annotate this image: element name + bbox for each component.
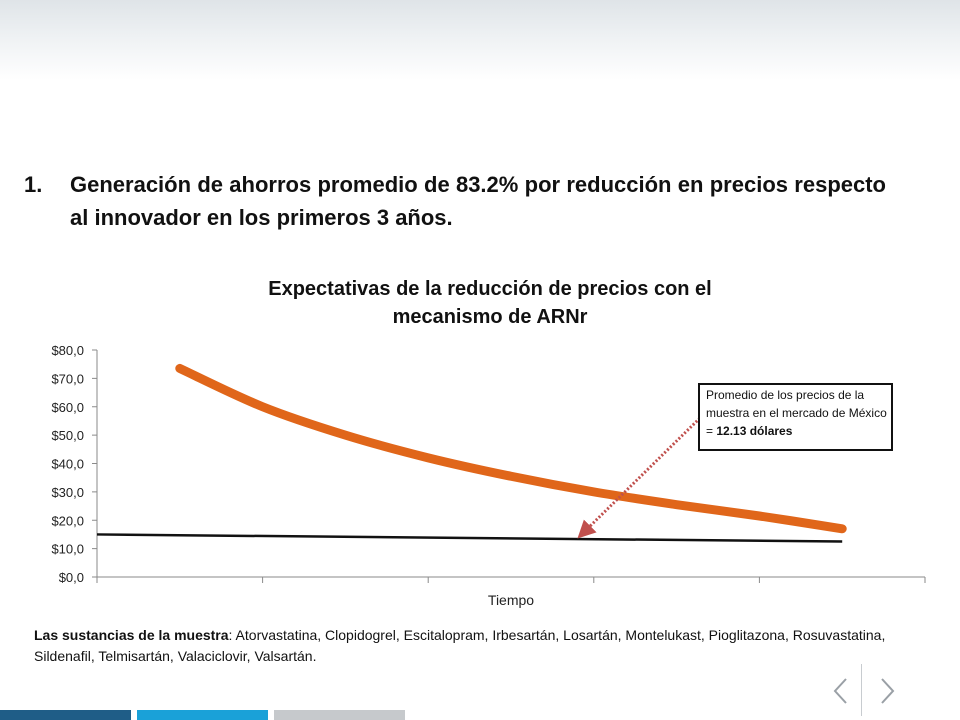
series-layer bbox=[96, 363, 847, 543]
footnote-label: Las sustancias de la muestra bbox=[34, 627, 229, 643]
price-curve-point bbox=[593, 491, 595, 493]
chevron-left-icon bbox=[833, 678, 847, 704]
heading-number: 1. bbox=[24, 172, 43, 197]
nav-divider bbox=[861, 664, 862, 716]
callout-value: 12.13 dólares bbox=[716, 424, 793, 438]
market-average-callout: Promedio de los precios de la muestra en… bbox=[698, 383, 893, 451]
y-tick-label: $70,0 bbox=[51, 371, 84, 386]
callout-text: Promedio de los precios de la muestra en… bbox=[706, 388, 887, 438]
y-tick-label: $20,0 bbox=[51, 513, 84, 528]
sample-substances-note: Las sustancias de la muestra: Atorvastat… bbox=[34, 625, 914, 667]
footer-bar-light-blue bbox=[137, 710, 268, 720]
price-curve-point bbox=[676, 504, 678, 506]
price-curve-point bbox=[179, 367, 181, 369]
price-curve-point bbox=[510, 475, 512, 477]
chart-title: Expectativas de la reducción de precios … bbox=[268, 278, 712, 328]
y-tick-label: $30,0 bbox=[51, 485, 84, 500]
y-axis: $0,0 $10,0 $20,0 $30,0 $40,0 $50,0 $60,0 $70,0 $… bbox=[51, 343, 98, 585]
x-axis-label: Tiempo bbox=[488, 592, 534, 608]
y-tick-label: $0,0 bbox=[59, 570, 84, 585]
x-axis: Tiempo bbox=[96, 576, 926, 608]
y-tick-label: $80,0 bbox=[51, 343, 84, 358]
prev-slide-button[interactable] bbox=[830, 676, 852, 706]
callout-arrow bbox=[577, 416, 702, 539]
price-curve-point bbox=[344, 434, 346, 436]
series-market-average-line bbox=[96, 533, 843, 543]
chevron-right-icon bbox=[881, 678, 895, 704]
callout-arrow-line bbox=[577, 416, 702, 539]
y-tick-label: $60,0 bbox=[51, 400, 84, 415]
footnote-text: : Atorvastatina, Clopidogrel, Escitalopr… bbox=[34, 627, 886, 664]
footer-bar-dark-blue bbox=[0, 710, 131, 720]
heading-text: Generación de ahorros promedio de 83.2% … bbox=[70, 172, 886, 230]
header-band bbox=[0, 0, 960, 80]
y-tick-label: $40,0 bbox=[51, 457, 84, 472]
price-curve-point bbox=[841, 528, 843, 530]
price-curve-point bbox=[427, 457, 429, 459]
footer-bar-gray bbox=[274, 710, 405, 720]
price-curve-point bbox=[262, 406, 264, 408]
slide-heading: 1. Generación de ahorros promedio de 83.… bbox=[24, 168, 886, 234]
price-curve-point bbox=[758, 515, 760, 517]
y-tick-label: $10,0 bbox=[51, 542, 84, 557]
y-tick-label: $50,0 bbox=[51, 428, 84, 443]
next-slide-button[interactable] bbox=[876, 676, 898, 706]
